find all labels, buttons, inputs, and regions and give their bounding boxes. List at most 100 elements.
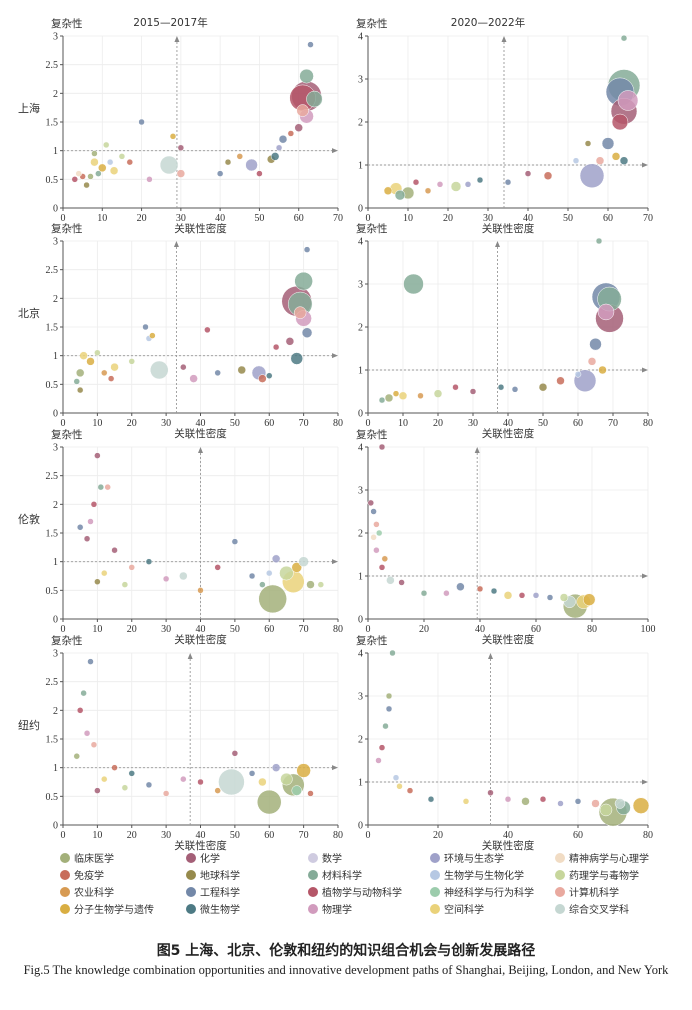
data-point	[146, 176, 153, 183]
x-tick-label: 50	[230, 624, 240, 635]
data-point	[75, 368, 85, 378]
x-tick-label: 20	[127, 624, 137, 635]
city-label: 北京	[18, 306, 40, 320]
legend-swatch	[60, 904, 70, 914]
data-point	[296, 763, 311, 778]
data-point	[121, 784, 129, 791]
x-tick-label: 40	[196, 624, 206, 635]
data-point	[403, 273, 424, 295]
data-point	[504, 795, 512, 803]
y-tick-label: 3	[358, 486, 363, 497]
x-tick-label: 20	[433, 830, 443, 841]
data-point	[524, 170, 532, 177]
data-point	[216, 170, 224, 177]
y-tick-label: 2	[53, 89, 58, 100]
data-point	[291, 562, 302, 573]
data-point	[370, 508, 377, 515]
data-point	[398, 391, 408, 401]
data-point	[382, 722, 389, 730]
x-axis-label: 关联性密度	[174, 222, 227, 235]
y-tick-label: 0.5	[46, 380, 59, 391]
data-point	[73, 752, 80, 760]
legend-item: 生物学与生物化学	[430, 867, 524, 882]
x-tick-label: 20	[127, 418, 137, 429]
y-tick-label: 0	[53, 615, 58, 626]
y-axis-label: 复杂性	[356, 222, 388, 235]
legend-label: 神经科学与行为科学	[444, 888, 534, 899]
data-point	[76, 707, 84, 714]
data-point	[258, 374, 267, 383]
legend-item: 工程科学	[186, 884, 240, 899]
data-point	[231, 538, 239, 545]
data-point	[476, 176, 484, 184]
legend-item: 地球科学	[186, 867, 240, 882]
data-point	[375, 529, 383, 537]
x-tick-label: 40	[523, 213, 533, 224]
x-tick-label: 30	[161, 418, 171, 429]
data-point	[258, 584, 287, 614]
data-point	[378, 443, 386, 451]
data-point	[118, 153, 126, 160]
data-point	[394, 189, 406, 201]
x-tick-label: 20	[137, 213, 147, 224]
data-point	[386, 576, 395, 585]
x-tick-label: 10	[92, 624, 102, 635]
data-point	[303, 246, 311, 253]
legend-label: 免疫学	[74, 871, 104, 882]
data-point	[90, 501, 98, 508]
x-tick-label: 0	[366, 213, 371, 224]
y-tick-label: 3	[53, 443, 58, 454]
period-label: 2020—2022年	[451, 16, 525, 29]
data-point	[101, 775, 108, 783]
data-point	[214, 564, 221, 571]
reference-arrow-right	[642, 573, 648, 579]
legend-item: 临床医学	[60, 850, 114, 865]
x-tick-label: 10	[97, 213, 107, 224]
x-tick-label: 70	[299, 418, 309, 429]
x-tick-label: 10	[403, 213, 413, 224]
data-point	[90, 741, 98, 748]
reference-arrow-right	[332, 765, 338, 771]
data-point	[290, 352, 303, 365]
x-axis-label: 关联性密度	[174, 427, 227, 440]
data-point	[601, 137, 615, 150]
x-tick-label: 60	[573, 418, 583, 429]
legend-label: 综合交叉学科	[569, 905, 629, 916]
x-tick-label: 10	[92, 418, 102, 429]
data-point	[504, 178, 512, 186]
y-tick-label: 1.5	[46, 735, 59, 746]
data-point	[611, 113, 629, 131]
x-tick-label: 40	[503, 418, 513, 429]
y-axis-label: 复杂性	[356, 428, 388, 441]
data-point	[424, 187, 432, 195]
data-point	[294, 123, 303, 132]
legend-swatch	[430, 870, 440, 880]
y-tick-label: 3	[53, 237, 58, 248]
y-tick-label: 0	[358, 204, 363, 215]
reference-arrow-up	[198, 447, 203, 453]
period-label: 2015—2017年	[133, 16, 207, 29]
legend-item: 物理学	[308, 901, 352, 916]
y-tick-label: 1	[358, 366, 363, 377]
data-point	[503, 591, 513, 600]
x-axis-label: 关联性密度	[482, 427, 535, 440]
data-point	[595, 156, 605, 165]
data-point	[476, 585, 484, 593]
x-tick-label: 80	[333, 624, 343, 635]
city-label: 上海	[18, 101, 40, 115]
reference-arrow-right	[332, 353, 338, 359]
data-point	[462, 798, 470, 805]
data-point	[101, 369, 108, 377]
data-point	[176, 169, 186, 178]
data-point	[180, 363, 187, 371]
x-tick-label: 30	[483, 213, 493, 224]
x-axis-label: 关联性密度	[482, 222, 535, 235]
legend-item: 化学	[186, 850, 220, 865]
legend-item: 农业科学	[60, 884, 114, 899]
data-point	[104, 483, 111, 491]
data-point	[497, 383, 505, 391]
legend-label: 空间科学	[444, 905, 484, 916]
data-point	[591, 799, 600, 808]
